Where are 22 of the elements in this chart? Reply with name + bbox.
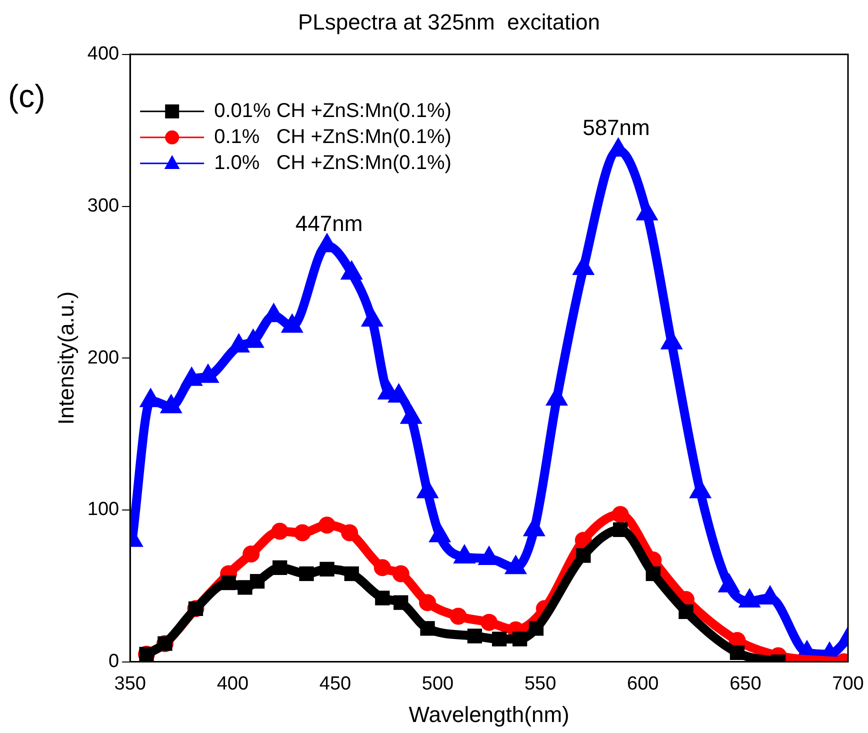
x-tick-label: 400	[216, 673, 249, 694]
legend-label: 0.1% CH +ZnS:Mn(0.1%)	[214, 126, 452, 148]
y-tick-label: 100	[87, 499, 120, 520]
x-tick-label: 450	[319, 673, 352, 694]
x-tick-label: 650	[730, 673, 762, 694]
y-tick-label: 0	[108, 651, 120, 672]
y-tick-label: 300	[87, 195, 120, 216]
x-tick-label: 500	[422, 673, 454, 694]
text: (c)	[8, 78, 46, 114]
legend-label: 1.0% CH +ZnS:Mn(0.1%)	[214, 152, 452, 174]
y-tick-label: 200	[87, 347, 120, 368]
y-tick-label: 400	[87, 44, 120, 65]
x-tick-label: 350	[114, 673, 146, 694]
annotation: 447nm	[295, 210, 363, 236]
legend-label: 0.01% CH +ZnS:Mn(0.1%)	[214, 100, 452, 122]
x-tick-label: 550	[524, 673, 556, 694]
x-tick-label: 700	[832, 673, 864, 694]
x-axis-title: Wavelength(nm)	[408, 702, 570, 727]
annotation: 587nm	[582, 115, 650, 140]
y-axis-title: Intensity(a.u.)	[53, 291, 78, 425]
chart-title: PLspectra at 325nm excitation	[298, 9, 600, 34]
x-tick-label: 600	[627, 673, 659, 694]
